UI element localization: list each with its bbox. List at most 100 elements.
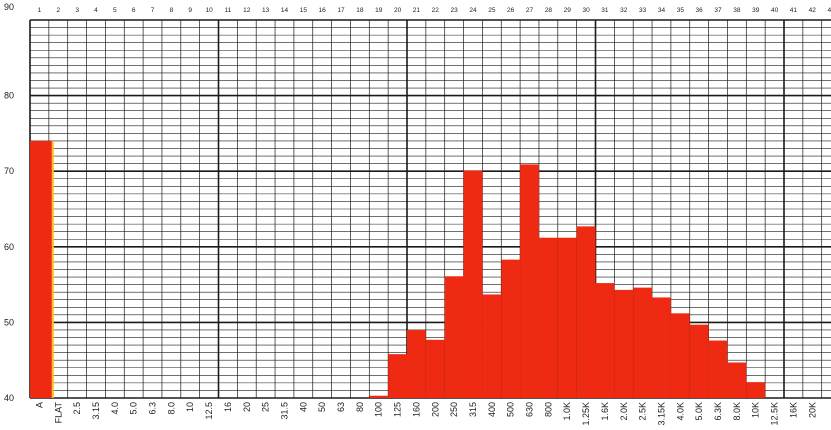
x-tick-label: 160	[411, 402, 421, 417]
x-tick-label: 5.0	[129, 402, 139, 415]
band-number-label: 5	[113, 7, 117, 14]
band-number-label: 37	[714, 7, 722, 14]
band-number-label: 12	[243, 7, 251, 14]
x-tick-label: 400	[487, 402, 497, 417]
x-tick-label: 31.5	[279, 402, 289, 420]
x-tick-label: 40	[298, 402, 308, 412]
y-tick-label: 80	[4, 91, 14, 101]
x-tick-label: 250	[449, 402, 459, 417]
x-tick-label: 4.0K	[675, 402, 685, 421]
band-number-label: 2	[56, 7, 60, 14]
x-tick-label: 12.5K	[770, 402, 780, 426]
band-number-label: 7	[151, 7, 155, 14]
band-number-label: 16	[319, 7, 327, 14]
x-tick-label: 1.6K	[600, 402, 610, 421]
x-tick-label: 6.3K	[713, 402, 723, 421]
x-tick-label: 3.15K	[656, 402, 666, 426]
y-tick-label: 60	[4, 242, 14, 252]
x-tick-label: 20	[242, 402, 252, 412]
bar-160	[407, 329, 426, 398]
band-number-label: 26	[507, 7, 515, 14]
band-number-label: 34	[658, 7, 666, 14]
band-number-label: 9	[188, 7, 192, 14]
band-number-label: 31	[601, 7, 609, 14]
bar-125	[388, 354, 407, 398]
band-number-label: 3	[75, 7, 79, 14]
x-tick-label: FLAT	[53, 402, 63, 424]
band-number-label: 20	[394, 7, 402, 14]
band-number-label: 10	[205, 7, 213, 14]
x-tick-label: 12.5	[204, 402, 214, 420]
bar-A	[30, 140, 52, 398]
band-number-label: 15	[300, 7, 308, 14]
band-number-label: 35	[677, 7, 685, 14]
band-number-label: 41	[790, 7, 798, 14]
x-tick-label: 63	[336, 402, 346, 412]
band-number-label: 25	[488, 7, 496, 14]
band-number-label: 42	[809, 7, 817, 14]
bar-400	[482, 294, 502, 398]
band-number-label: 36	[696, 7, 704, 14]
x-tick-label: 2.0K	[619, 402, 629, 421]
x-tick-label: 8.0K	[732, 402, 742, 421]
bar-200	[425, 339, 445, 398]
x-tick-label: 80	[355, 402, 365, 412]
band-number-label: 4	[94, 7, 98, 14]
x-tick-label: 1.0K	[562, 402, 572, 421]
x-tick-label: 2.5K	[638, 402, 648, 421]
bar-630	[520, 164, 539, 398]
y-tick-label: 50	[4, 317, 14, 327]
x-tick-label: 3.15	[91, 402, 101, 420]
band-number-label: 32	[620, 7, 628, 14]
bar-10K	[746, 382, 766, 398]
band-number-label: 33	[639, 7, 647, 14]
band-number-label: 13	[262, 7, 270, 14]
x-tick-label: 6.3	[148, 402, 158, 415]
band-number-label: 21	[413, 7, 421, 14]
band-number-label: 23	[451, 7, 459, 14]
bar-8.0K	[727, 362, 747, 398]
y-tick-label: 40	[4, 393, 14, 403]
x-tick-labels: A FLAT 2.5 3.15 4.0 5.0 6.3 8.0 10 12.5 16 20 25 31.5…	[34, 402, 817, 426]
bar-800	[538, 237, 558, 398]
band-number-label: 38	[733, 7, 741, 14]
x-tick-label: 800	[543, 402, 553, 417]
band-number-label: 29	[564, 7, 572, 14]
band-number-label: 43	[828, 7, 831, 14]
x-tick-label: 4.0	[110, 402, 120, 415]
bar-1.0K	[557, 237, 577, 398]
bar-100	[369, 395, 389, 398]
bar-5.0K	[689, 324, 709, 398]
bar-315	[463, 170, 483, 398]
band-number-label: 27	[526, 7, 534, 14]
x-tick-label: 200	[430, 402, 440, 417]
band-number-labels: 1 2 3 4 5 6 7 8 9 10 11 12 13 14 15 16 17 18 19 20 21 22 23 24 2…	[38, 7, 831, 14]
x-tick-label: 125	[393, 402, 403, 417]
band-number-label: 28	[545, 7, 553, 14]
y-tick-label: 70	[4, 166, 14, 176]
x-tick-label: 10	[185, 402, 195, 412]
x-tick-label: 100	[374, 402, 384, 417]
band-number-label: 6	[132, 7, 136, 14]
x-tick-label: 10K	[751, 402, 761, 418]
x-tick-label: 315	[468, 402, 478, 417]
band-number-label: 30	[582, 7, 590, 14]
x-tick-label: 16	[223, 402, 233, 412]
x-tick-label: 8.0	[166, 402, 176, 415]
band-number-label: 1	[38, 7, 42, 14]
x-tick-label: 16K	[788, 402, 798, 418]
bar-6.3K	[708, 340, 728, 398]
band-number-label: 17	[337, 7, 345, 14]
bar-1.25K	[576, 226, 596, 398]
band-number-label: 24	[469, 7, 477, 14]
x-tick-label: 1.25K	[581, 402, 591, 426]
band-number-label: 14	[281, 7, 289, 14]
x-tick-label: 5.0K	[694, 402, 704, 421]
y-tick-label: 90	[4, 2, 14, 12]
bar-3.15K	[652, 297, 671, 398]
band-number-label: 11	[225, 7, 232, 14]
bar-edge-highlight	[51, 140, 54, 398]
band-number-label: 8	[170, 7, 174, 14]
bar-2.0K	[614, 289, 634, 398]
